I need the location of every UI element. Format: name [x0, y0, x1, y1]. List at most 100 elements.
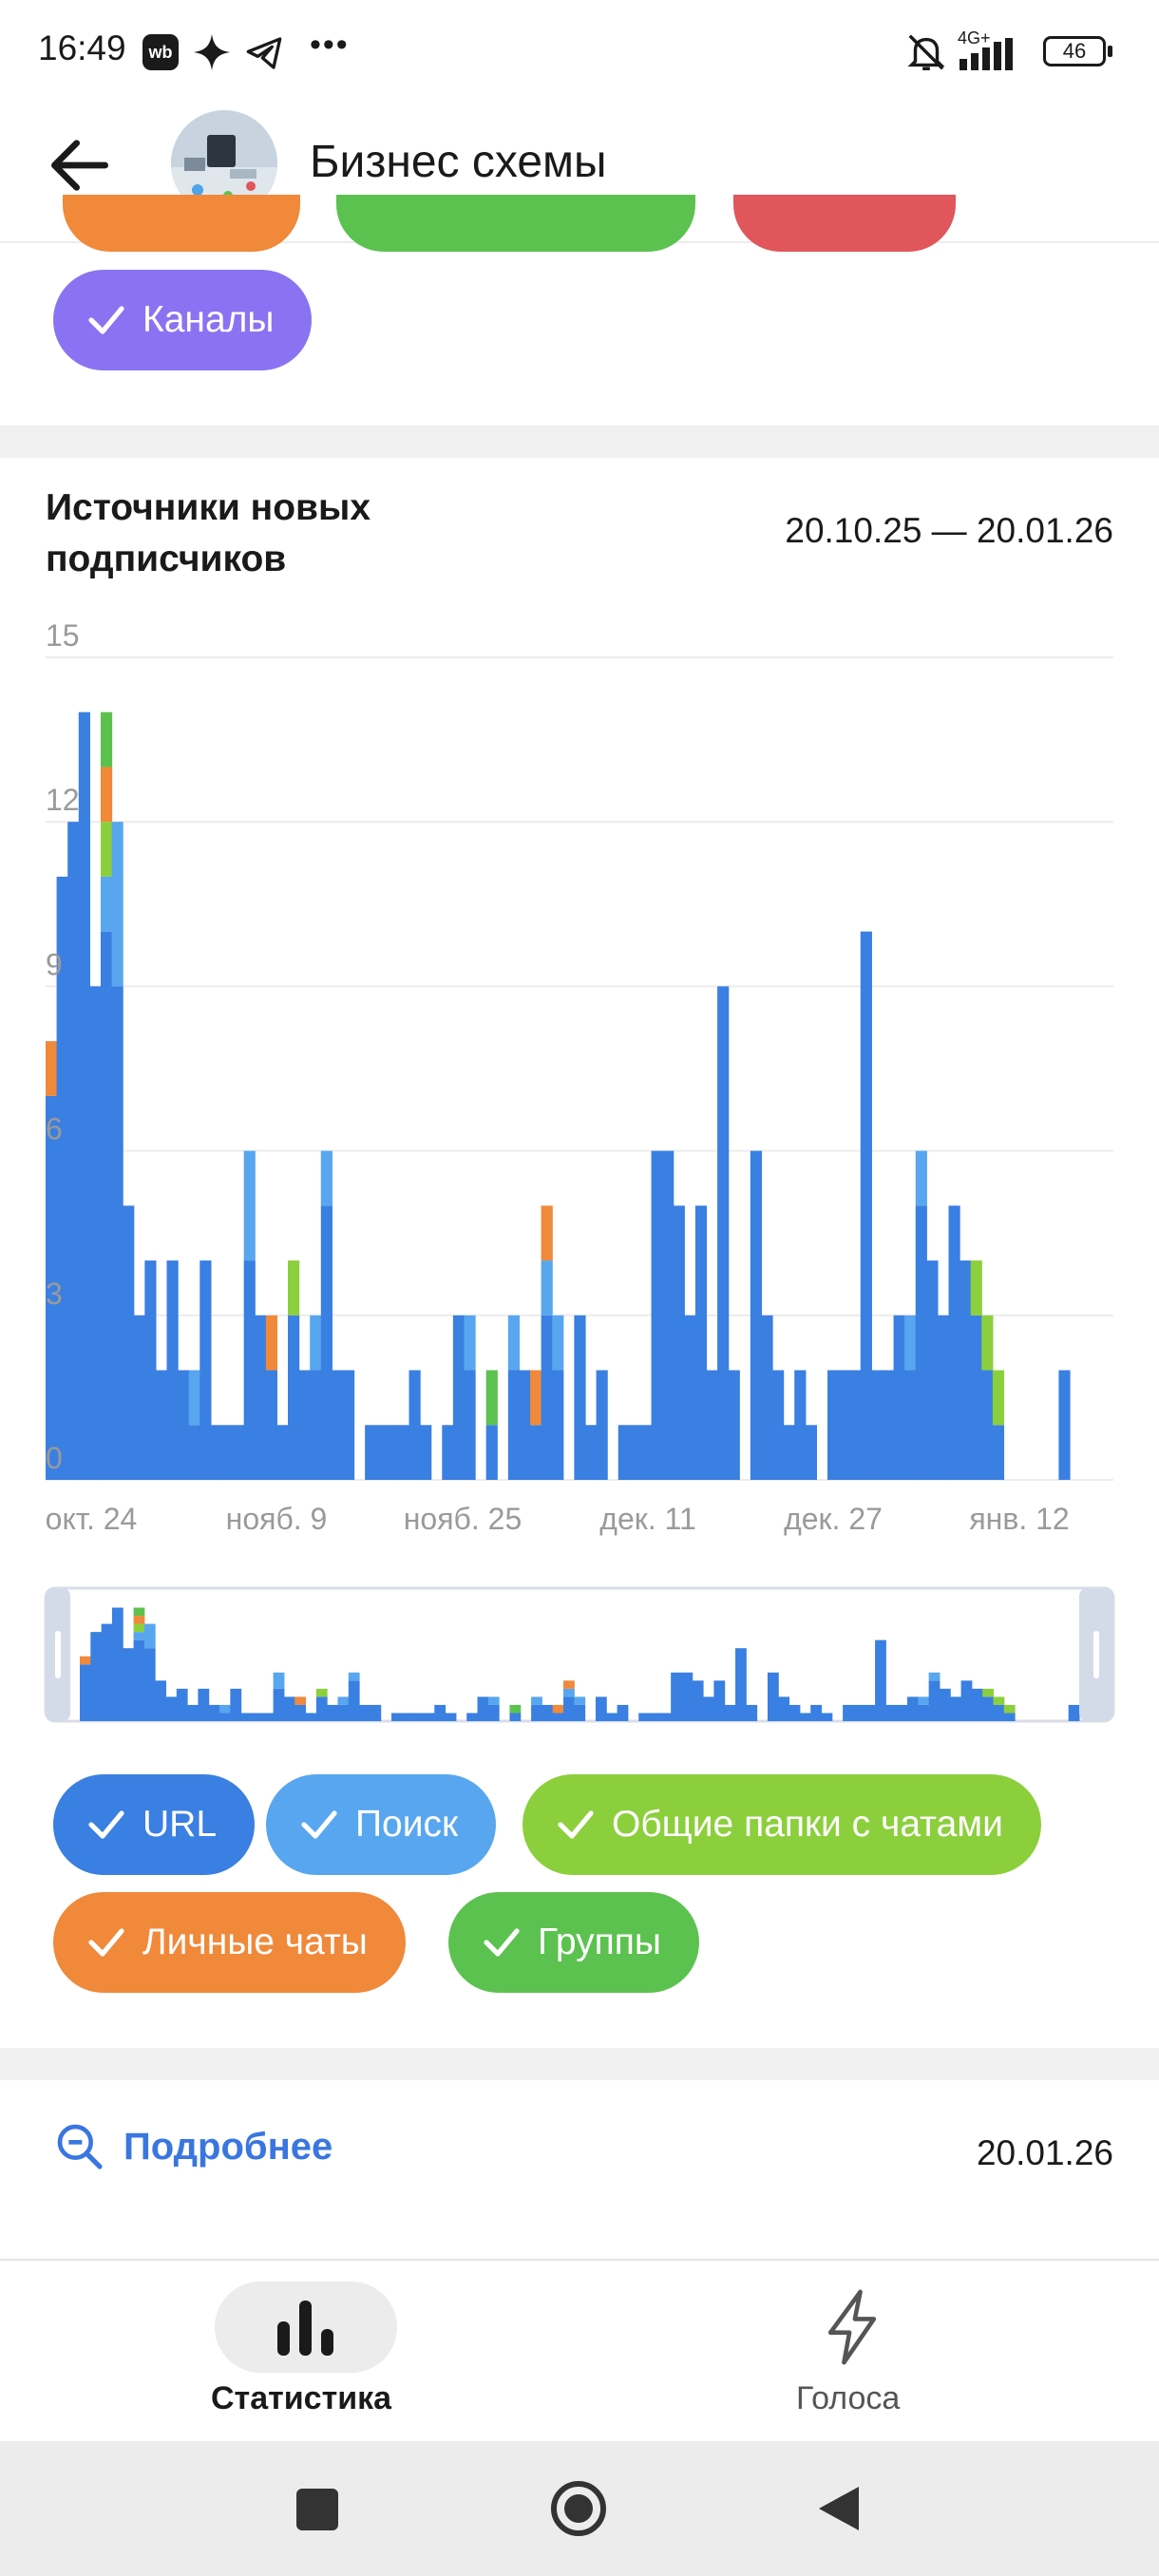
nav-label-votes[interactable]: Голоса [796, 2380, 901, 2416]
legend-chip-private-chats[interactable]: Личные чаты [53, 1892, 406, 1993]
legend-chip-search[interactable]: Поиск [266, 1774, 497, 1875]
navigator-bar [1003, 1704, 1016, 1714]
navigator-bar [918, 1704, 930, 1721]
navigator-bar [993, 1696, 1005, 1705]
chart-bar [288, 1260, 300, 1316]
chart-bar [970, 1315, 982, 1480]
y-tick-label: 6 [46, 1112, 63, 1146]
filter-chip-peek[interactable] [336, 195, 695, 252]
navigator-bar [315, 1696, 328, 1721]
chart-bar [485, 1370, 498, 1426]
chart-bar [265, 1315, 278, 1371]
navigator-bar [101, 1623, 113, 1721]
chart-bar [541, 1205, 553, 1261]
chart-title-line: подписчиков [46, 539, 287, 579]
chart-bar [310, 1370, 322, 1480]
chart-bar [596, 1370, 608, 1480]
legend-chip-shared-folders[interactable]: Общие папки с чатами [522, 1774, 1041, 1875]
chart-bar [255, 1315, 267, 1480]
chart-bar [507, 1315, 521, 1371]
chart-bar [871, 1370, 884, 1480]
chart-date-range[interactable]: 20.10.25 — 20.01.26 [785, 511, 1113, 550]
chart-bar [166, 1260, 179, 1480]
navigator-bar [971, 1688, 983, 1721]
navigator-bar [262, 1713, 275, 1721]
navigator-bar [531, 1696, 542, 1705]
navigator-bar [724, 1704, 736, 1721]
navigator-bar [133, 1607, 145, 1617]
navigator-bar [143, 1623, 156, 1649]
more-details-link[interactable]: Подробнее [53, 2120, 332, 2173]
lightning-icon[interactable] [819, 2289, 885, 2365]
chart-bar [298, 1370, 311, 1480]
filter-chip-peek[interactable] [733, 195, 956, 252]
navigator-bar [928, 1680, 940, 1721]
navigator-bar [875, 1639, 886, 1721]
chart-navigator[interactable] [44, 1586, 1115, 1723]
legend-chip-url[interactable]: URL [53, 1774, 256, 1875]
chart-bar [552, 1315, 564, 1371]
navigator-bar [885, 1704, 898, 1721]
filter-chip-peek[interactable] [63, 195, 300, 252]
navigator-bar [423, 1713, 435, 1721]
back-arrow-icon[interactable] [42, 127, 118, 203]
check-icon [301, 1810, 337, 1839]
chip-label: Личные чаты [142, 1922, 368, 1962]
chart-bar [375, 1425, 388, 1480]
legend-chip-groups[interactable]: Группы [448, 1892, 699, 1993]
chart-bar [772, 1370, 785, 1480]
navigator-bar [348, 1672, 360, 1681]
back-triangle-icon[interactable] [815, 2483, 863, 2534]
chart-bar [210, 1425, 223, 1480]
chart-bar [310, 1315, 322, 1371]
navigator-grip [55, 1631, 61, 1678]
chart-bar [123, 1205, 135, 1480]
navigator-bar [240, 1713, 253, 1721]
chart-bar [188, 1370, 200, 1426]
bell-off-icon [907, 34, 945, 70]
chart-bar [78, 711, 90, 1480]
navigator-bar [337, 1704, 350, 1721]
navigator-bar [671, 1672, 682, 1721]
x-tick-label: нояб. 9 [226, 1502, 328, 1536]
chart-bar [133, 1315, 145, 1480]
chart-bar [937, 1315, 950, 1480]
subscribers-chart[interactable]: 15 12 9 6 3 0 окт. 24 нояб. 9 нояб. 25 дек. 11 де… [0, 598, 1159, 1738]
navigator-bar [843, 1704, 854, 1721]
navigator-bar [681, 1672, 694, 1721]
chart-bar [651, 1150, 663, 1480]
navigator-bar [198, 1688, 210, 1721]
check-icon [88, 1928, 124, 1957]
chart-bar [992, 1370, 1005, 1426]
navigator-bar [305, 1713, 317, 1721]
navigator-bar [133, 1623, 145, 1633]
battery-level: 46 [1062, 39, 1087, 63]
recents-square-icon[interactable] [296, 2489, 338, 2530]
nav-tab-statistics[interactable] [215, 2282, 397, 2373]
navigator-bar [143, 1648, 156, 1721]
chart-bar [342, 1370, 355, 1480]
navigator-bar [574, 1696, 586, 1705]
navigator-bar [552, 1713, 564, 1721]
chart-x-labels: окт. 24 нояб. 9 нояб. 25 дек. 11 дек. 27 янв.… [46, 1502, 1070, 1536]
nav-label-statistics[interactable]: Статистика [211, 2380, 392, 2416]
chart-bar [728, 1370, 740, 1480]
x-tick-label: окт. 24 [46, 1502, 138, 1536]
chart-bar [265, 1370, 278, 1480]
navigator-bar [638, 1713, 651, 1721]
navigator-bar [412, 1713, 425, 1721]
telegram-icon [246, 37, 282, 69]
navigator-bar [402, 1713, 414, 1721]
chart-bar [662, 1150, 674, 1480]
chart-bar [541, 1260, 553, 1316]
navigator-bar [251, 1713, 263, 1721]
chart-bar [948, 1205, 960, 1480]
filter-chip-channels[interactable]: Каналы [53, 270, 313, 370]
chip-label: Общие папки с чатами [612, 1804, 1003, 1845]
chart-bar [717, 986, 730, 1480]
home-circle-icon[interactable] [549, 2479, 608, 2538]
status-bar: 16:49 wb ••• 4G+ 46 [0, 0, 1159, 99]
navigator-bar [928, 1672, 940, 1681]
navigator-bar [294, 1704, 307, 1721]
navigator-bar [606, 1713, 618, 1721]
